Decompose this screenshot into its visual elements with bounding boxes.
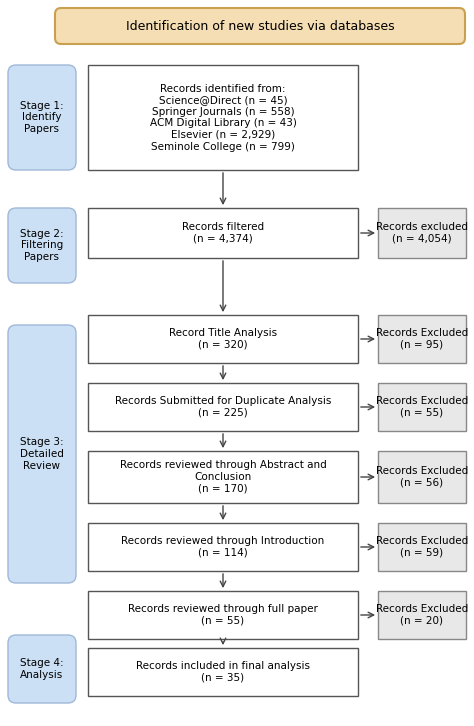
Text: Records filtered
(n = 4,374): Records filtered (n = 4,374) [182,222,264,244]
Text: Record Title Analysis
(n = 320): Record Title Analysis (n = 320) [169,328,277,350]
Bar [378,523,466,571]
Text: Records identified from:
Science@Direct (n = 45)
Springer Journals (n = 558)
ACM: Records identified from: Science@Direct … [150,83,296,152]
Text: Records reviewed through Introduction
(n = 114): Records reviewed through Introduction (n… [121,537,325,558]
Bar [378,451,466,503]
Bar [378,315,466,363]
FancyBboxPatch shape [8,208,76,283]
Bar [378,591,466,639]
FancyBboxPatch shape [55,8,465,44]
Text: Stage 1:
Identify
Papers: Stage 1: Identify Papers [20,101,64,134]
Bar [88,451,358,503]
FancyBboxPatch shape [8,325,76,583]
Text: Records Excluded
(n = 59): Records Excluded (n = 59) [376,537,468,558]
Bar [88,523,358,571]
Text: Records excluded
(n = 4,054): Records excluded (n = 4,054) [376,222,468,244]
Text: Records Excluded
(n = 55): Records Excluded (n = 55) [376,396,468,417]
Bar [88,208,358,258]
Text: Records Excluded
(n = 95): Records Excluded (n = 95) [376,328,468,350]
Bar [88,65,358,170]
FancyBboxPatch shape [8,635,76,703]
Text: Records included in final analysis
(n = 35): Records included in final analysis (n = … [136,661,310,682]
Bar [378,383,466,431]
Text: Records Excluded
(n = 56): Records Excluded (n = 56) [376,466,468,488]
Text: Records Excluded
(n = 20): Records Excluded (n = 20) [376,604,468,626]
Text: Identification of new studies via databases: Identification of new studies via databa… [126,20,394,33]
Text: Records reviewed through full paper
(n = 55): Records reviewed through full paper (n =… [128,604,318,626]
Bar [378,208,466,258]
Text: Stage 3:
Detailed
Review: Stage 3: Detailed Review [20,437,64,470]
Text: Records reviewed through Abstract and
Conclusion
(n = 170): Records reviewed through Abstract and Co… [119,460,327,494]
Text: Stage 2:
Filtering
Papers: Stage 2: Filtering Papers [20,229,64,262]
FancyBboxPatch shape [8,65,76,170]
Bar [88,591,358,639]
Bar [88,315,358,363]
Text: Records Submitted for Duplicate Analysis
(n = 225): Records Submitted for Duplicate Analysis… [115,396,331,417]
Bar [88,648,358,696]
Bar [88,383,358,431]
Text: Stage 4:
Analysis: Stage 4: Analysis [20,658,64,680]
